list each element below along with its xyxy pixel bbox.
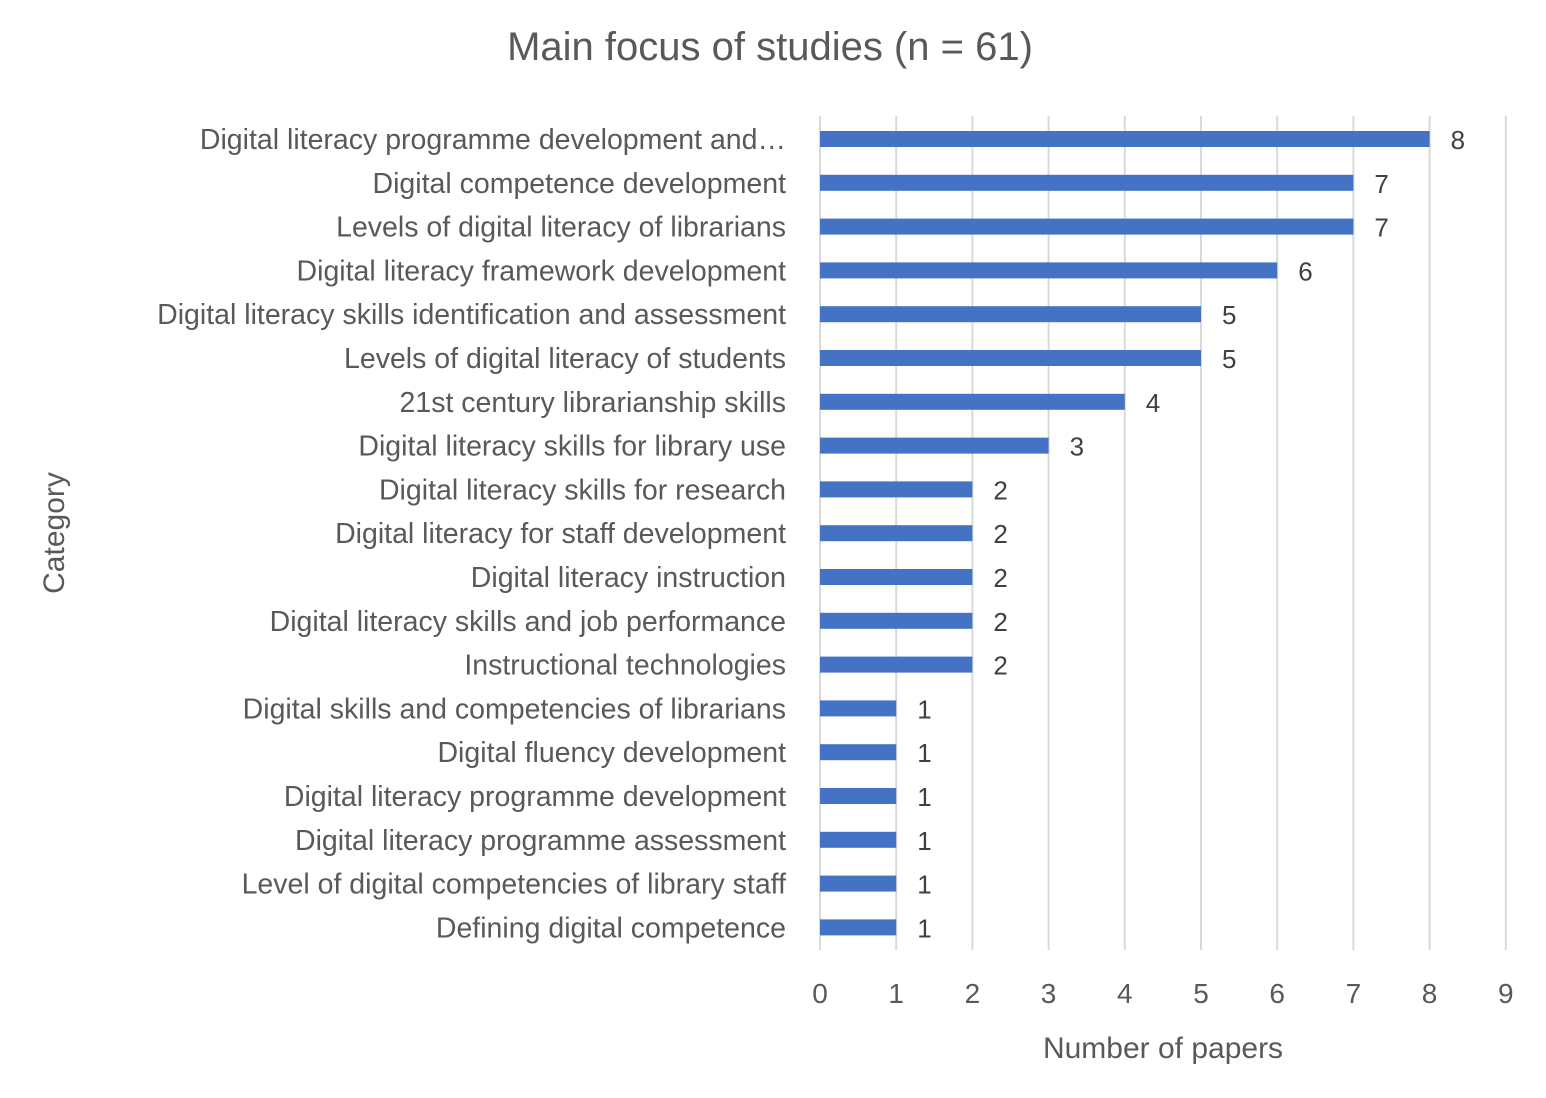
bars [820,131,1430,936]
bar-3 [820,218,1354,235]
gridlines [819,116,1507,950]
category-label-13: Instructional technologies [464,650,786,682]
bar-1 [820,131,1430,147]
y-axis-title: Category [38,472,71,594]
data-label-1: 8 [1451,125,1465,155]
x-tick-label-3: 3 [1041,978,1057,1009]
data-label-2: 7 [1374,169,1388,199]
bar-2 [820,174,1354,191]
bar-19 [820,919,897,936]
bar-4 [820,262,1278,279]
category-label-1: Digital literacy programme development a… [200,124,786,156]
chart-title: Main focus of studies (n = 61) [507,25,1033,69]
data-label-16: 1 [917,782,931,812]
x-tick-label-5: 5 [1193,978,1209,1009]
bar-18 [820,875,897,892]
data-label-7: 4 [1146,388,1160,418]
data-label-12: 2 [993,607,1007,637]
bar-11 [820,569,973,585]
data-label-17: 1 [917,826,931,856]
x-tick-label-6: 6 [1269,978,1285,1009]
bar-5 [820,306,1201,323]
data-label-8: 3 [1070,432,1084,462]
bar-7 [820,393,1125,410]
category-label-11: Digital literacy instruction [471,562,786,594]
category-label-19: Defining digital competence [436,912,786,944]
bar-6 [820,350,1201,366]
category-label-10: Digital literacy for staff development [335,518,786,550]
data-label-6: 5 [1222,344,1236,374]
category-label-8: Digital literacy skills for library use [358,431,786,463]
bar-12 [820,612,973,629]
bar-16 [820,788,897,804]
category-labels: Digital literacy programme development a… [157,124,786,944]
category-label-17: Digital literacy programme assessment [295,825,786,857]
x-tick-label-4: 4 [1117,978,1133,1009]
category-label-7: 21st century librarianship skills [400,387,787,419]
category-label-15: Digital fluency development [437,737,786,769]
category-label-6: Levels of digital literacy of students [344,343,786,375]
category-label-12: Digital literacy skills and job performa… [270,606,786,638]
bar-17 [820,831,897,848]
data-label-18: 1 [917,870,931,900]
bar-10 [820,525,973,542]
x-tick-label-9: 9 [1498,978,1514,1009]
data-label-13: 2 [993,651,1007,681]
x-tick-label-2: 2 [965,978,981,1009]
data-labels: 8 7 7 6 5 5 4 3 2 2 2 2 2 1 1 1 1 1 1 [917,125,1465,943]
data-label-3: 7 [1374,213,1388,243]
category-label-4: Digital literacy framework development [297,255,787,287]
data-label-4: 6 [1298,256,1312,286]
data-label-9: 2 [993,475,1007,505]
data-label-15: 1 [917,738,931,768]
data-label-10: 2 [993,519,1007,549]
category-label-18: Level of digital competencies of library… [242,869,787,901]
category-label-14: Digital skills and competencies of libra… [243,693,786,725]
bar-9 [820,481,973,498]
data-label-14: 1 [917,694,931,724]
category-label-5: Digital literacy skills identification a… [157,299,786,331]
x-tick-label-0: 0 [812,978,828,1009]
category-label-3: Levels of digital literacy of librarians [336,212,786,244]
bar-8 [820,437,1049,454]
category-label-9: Digital literacy skills for research [379,474,786,506]
x-tick-label-1: 1 [888,978,904,1009]
data-label-19: 1 [917,913,931,943]
data-label-5: 5 [1222,300,1236,330]
data-label-11: 2 [993,563,1007,593]
x-axis-title: Number of papers [1043,1032,1283,1065]
category-label-16: Digital literacy programme development [284,781,786,813]
bar-14 [820,700,897,717]
x-tick-labels: 0 1 2 3 4 5 6 7 8 9 [812,978,1513,1009]
x-tick-label-8: 8 [1422,978,1438,1009]
category-label-2: Digital competence development [373,168,787,200]
bar-13 [820,656,973,673]
bar-15 [820,744,897,761]
x-tick-label-7: 7 [1346,978,1362,1009]
